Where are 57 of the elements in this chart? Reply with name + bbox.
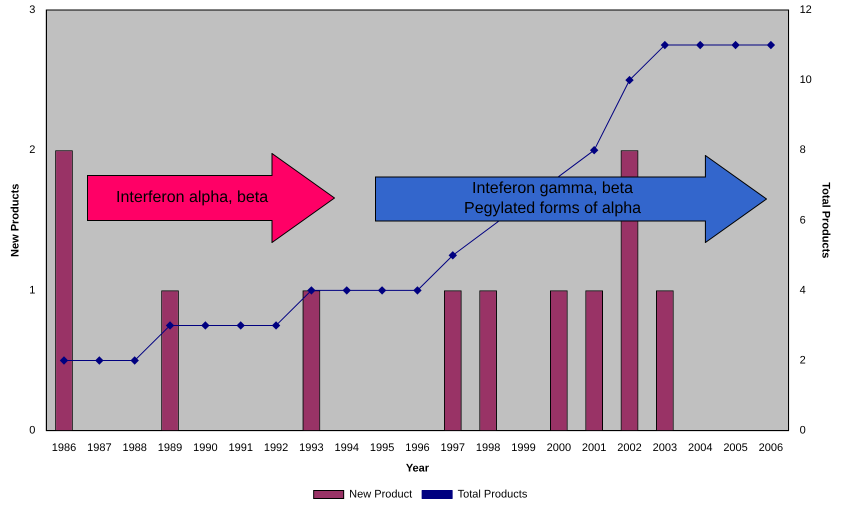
x-tick-label: 1996 xyxy=(405,442,430,454)
x-tick-label: 1993 xyxy=(299,442,324,454)
y-tick-label: 0 xyxy=(29,424,36,437)
x-tick-label: 1994 xyxy=(334,442,359,454)
point xyxy=(95,356,104,364)
x-tick-label: 1990 xyxy=(193,442,218,454)
y-tick-label: 2 xyxy=(29,144,36,156)
point xyxy=(626,76,634,84)
y2-tick-label: 8 xyxy=(800,144,806,156)
point xyxy=(60,356,68,364)
y2-tick-label: 0 xyxy=(800,424,806,437)
x-tick-label: 1998 xyxy=(476,442,500,454)
point xyxy=(166,321,174,330)
x-tick-label: 1986 xyxy=(52,442,76,454)
y2-tick-label: 12 xyxy=(800,4,812,16)
x-tick-label: 1997 xyxy=(440,442,466,454)
annotation: Interferon alpha, beta xyxy=(115,188,270,208)
point xyxy=(130,356,139,364)
x-tick-label: 2003 xyxy=(652,442,678,454)
point xyxy=(342,286,351,294)
point xyxy=(590,146,598,154)
y2-axis-title: Total Products xyxy=(819,182,832,258)
point xyxy=(413,286,422,294)
x-tick-label: 2006 xyxy=(758,442,784,454)
annotation: Inteferon gamma, beta Pegylated forms of alpha xyxy=(463,179,642,219)
x-tick-label: 2000 xyxy=(546,442,572,454)
y-axis-title: New Products xyxy=(10,184,22,257)
y2-tick-label: 6 xyxy=(800,214,806,226)
point xyxy=(378,286,386,294)
y2-tick-label: 4 xyxy=(800,284,806,296)
point xyxy=(201,321,210,330)
point xyxy=(236,321,245,330)
x-tick-label: 1999 xyxy=(511,442,536,454)
x-axis-title: Year xyxy=(406,462,430,474)
point xyxy=(307,286,316,294)
x-tick-label: 2001 xyxy=(582,442,606,454)
point xyxy=(766,41,775,50)
x-tick-label: 1989 xyxy=(158,442,182,454)
legend-label: New Product xyxy=(349,488,412,501)
point xyxy=(696,41,704,50)
point xyxy=(272,321,280,330)
x-tick-label: 2002 xyxy=(617,442,642,454)
x-tick-label: 1991 xyxy=(228,442,253,454)
y-tick-label: 3 xyxy=(29,4,36,16)
x-tick-label: 2004 xyxy=(688,442,712,454)
x-tick-label: 2005 xyxy=(723,442,748,454)
x-tick-label: 1988 xyxy=(122,442,147,454)
x-tick-label: 1995 xyxy=(370,442,394,454)
x-tick-label: 1992 xyxy=(264,442,288,454)
y-tick-label: 1 xyxy=(29,284,36,296)
y2-tick-label: 2 xyxy=(800,354,806,367)
point xyxy=(660,41,669,50)
point xyxy=(448,251,457,260)
point xyxy=(732,41,740,50)
x-tick-label: 1987 xyxy=(87,442,112,454)
legend-label: Total Products xyxy=(458,488,528,501)
y2-tick-label: 10 xyxy=(800,74,812,86)
